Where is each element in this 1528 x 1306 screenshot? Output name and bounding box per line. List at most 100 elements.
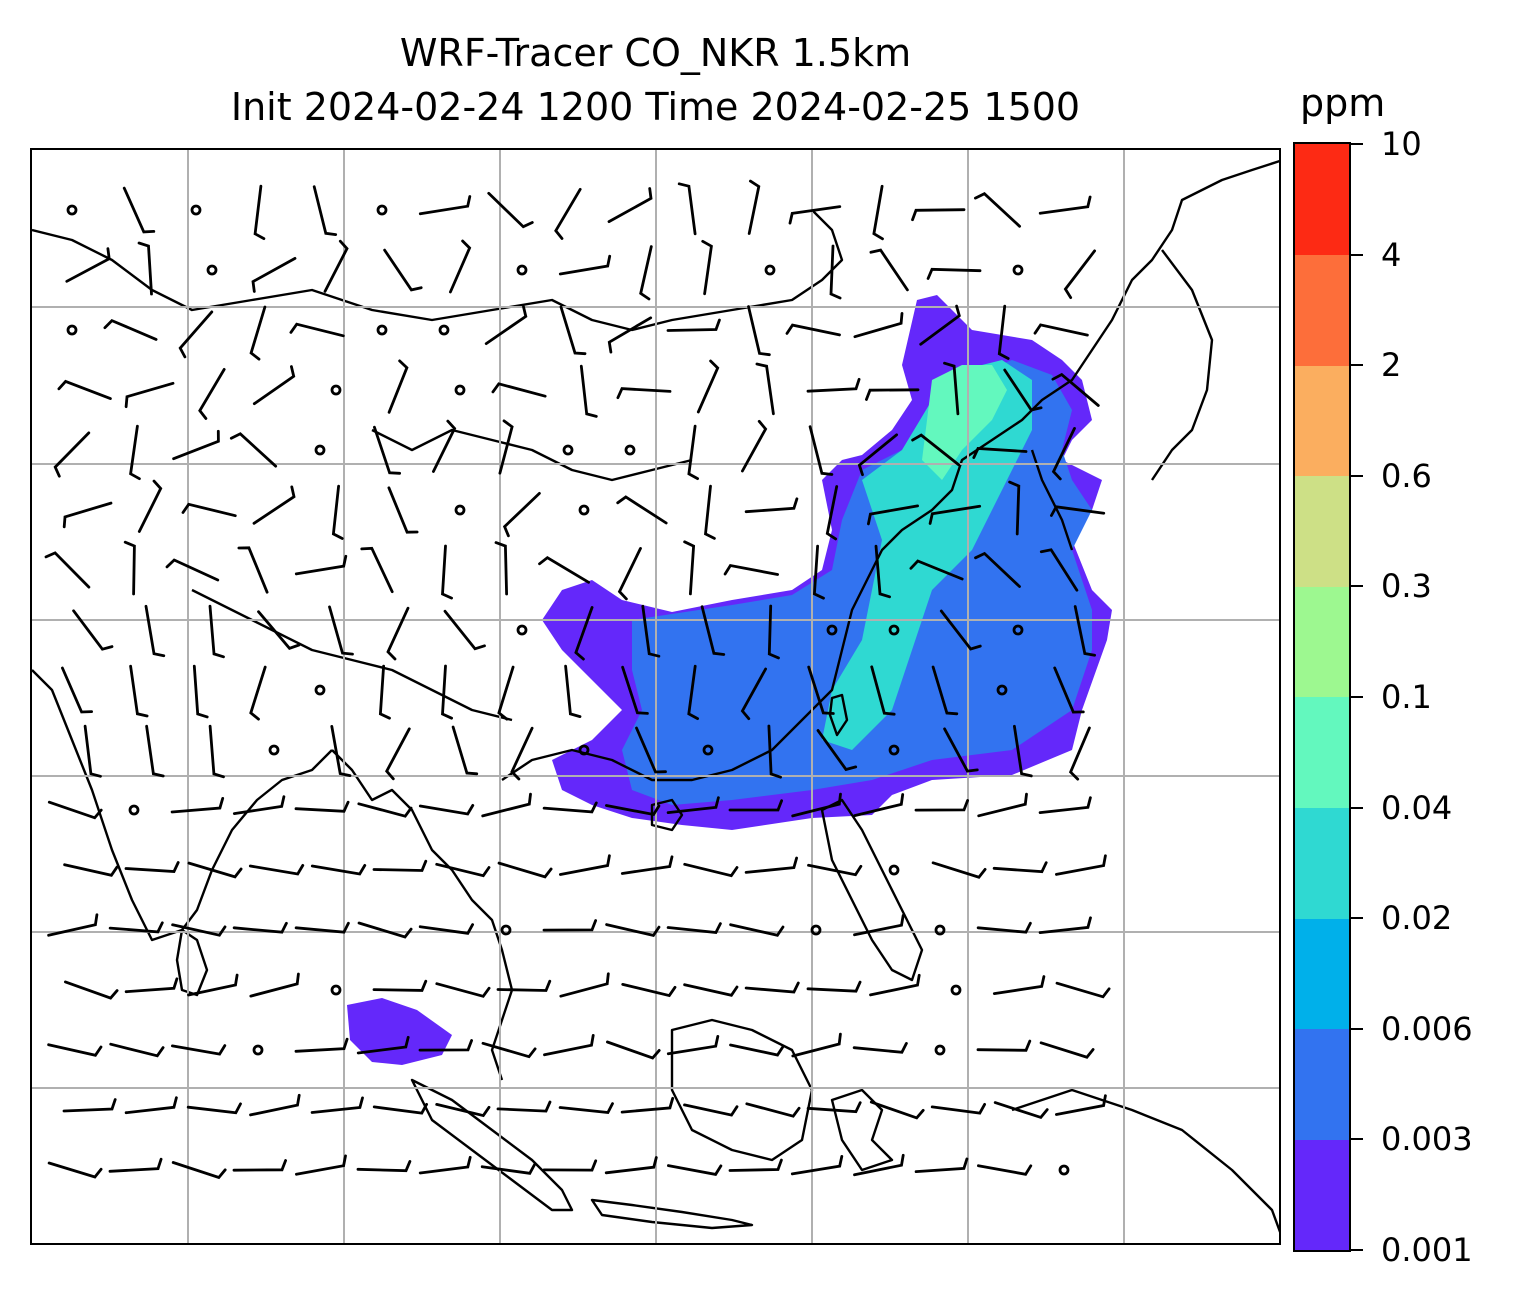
wind-barb <box>44 551 91 589</box>
wind-barb <box>289 322 345 338</box>
wind-barb <box>974 551 1021 588</box>
wind-barb <box>372 859 428 872</box>
wind-barb <box>744 856 798 874</box>
wind-barb <box>418 1039 473 1052</box>
calm-wind-marker <box>190 204 202 216</box>
wind-barb <box>356 1035 410 1055</box>
wind-barb <box>729 923 785 937</box>
wind-barb <box>187 861 243 879</box>
wind-barb <box>294 921 350 934</box>
wind-barb <box>484 305 528 345</box>
wind-barb <box>487 191 534 229</box>
wind-barb <box>47 800 103 820</box>
wind-barb <box>124 381 175 409</box>
calm-wind-marker <box>330 984 342 996</box>
calm-wind-marker <box>934 1044 946 1056</box>
coastline-india <box>32 669 333 942</box>
wind-barb <box>294 1037 349 1053</box>
map-subtitle: Init 2024-02-24 1200 Time 2024-02-25 150… <box>230 85 1081 129</box>
colorbar-segment <box>1295 254 1349 366</box>
wind-barb <box>604 1156 658 1175</box>
map-title: WRF-Tracer CO_NKR 1.5km <box>399 31 912 75</box>
wind-barb <box>295 1154 347 1176</box>
calm-wind-marker <box>810 924 822 936</box>
island-sulawesi <box>830 1088 894 1172</box>
wind-barb <box>829 244 842 300</box>
wind-barb <box>607 316 653 354</box>
wind-barb <box>108 921 164 934</box>
colorbar-segment <box>1295 807 1349 919</box>
wind-barb <box>687 664 699 720</box>
wind-barb <box>47 1043 103 1057</box>
colorbar-segment <box>1295 1139 1349 1251</box>
wind-barb <box>1039 548 1079 592</box>
wind-barb <box>635 726 667 774</box>
wind-barb <box>723 563 779 576</box>
wind-barb <box>451 725 479 776</box>
wind-barb <box>172 429 220 461</box>
wind-barb <box>248 864 305 876</box>
wind-barb <box>171 1044 227 1056</box>
wind-barb <box>943 727 979 773</box>
wind-barb <box>943 361 960 416</box>
wind-barb <box>1051 372 1100 407</box>
wind-barb <box>542 919 597 932</box>
colorbar-tick <box>1351 474 1363 477</box>
wind-barb <box>558 1102 614 1114</box>
wind-barb <box>579 364 598 418</box>
wind-barb <box>791 1032 842 1058</box>
wind-barb <box>357 921 413 939</box>
colorbar-tick-label: 0.04 <box>1381 788 1453 827</box>
wind-barb <box>992 861 1048 874</box>
calm-wind-marker <box>950 984 962 996</box>
wind-barb <box>1063 249 1096 299</box>
wind-barb <box>641 604 661 658</box>
wind-barb <box>1039 1041 1095 1059</box>
colorbar-tick-label: 0.1 <box>1381 678 1432 716</box>
calm-wind-marker <box>454 384 466 396</box>
colorbar-segment <box>1295 365 1349 477</box>
wind-barb <box>186 1102 242 1115</box>
calm-wind-marker <box>578 504 590 516</box>
wind-barb <box>208 724 225 779</box>
calm-wind-marker <box>996 684 1008 696</box>
calm-wind-marker <box>66 204 78 216</box>
colorbar-segment <box>1295 697 1349 809</box>
wind-barb <box>481 1041 537 1059</box>
wind-barb <box>976 1039 1032 1052</box>
wind-barb <box>294 554 348 576</box>
wind-barb <box>387 359 409 414</box>
wind-barb <box>767 724 782 779</box>
colorbar-tick-label: 0.001 <box>1381 1231 1473 1269</box>
wind-barb <box>387 486 419 534</box>
wind-barb <box>1003 368 1043 412</box>
wind-barb <box>373 425 401 475</box>
wind-barb <box>607 187 653 223</box>
colorbar-segment <box>1295 586 1349 698</box>
wind-barb <box>432 419 457 473</box>
wind-barb <box>357 802 413 818</box>
plume-core <box>822 360 1032 750</box>
colorbar-tick-label: 10 <box>1381 125 1422 163</box>
wind-barb <box>1033 323 1089 337</box>
wind-barb <box>171 923 227 937</box>
wind-barb <box>232 1159 287 1172</box>
wind-barb <box>252 365 296 406</box>
island-new-guinea <box>1011 1088 1279 1233</box>
colorbar-tick <box>1351 917 1363 920</box>
colorbar-tick <box>1351 1138 1363 1141</box>
wind-barb <box>129 664 149 718</box>
wind-barb <box>977 1164 1033 1176</box>
wind-barb <box>386 606 410 661</box>
colorbar-tick <box>1351 143 1363 145</box>
wind-barb <box>992 975 1046 995</box>
wind-barb <box>498 419 514 475</box>
wind-barb <box>328 605 354 656</box>
wind-barb <box>914 1157 969 1173</box>
calm-wind-marker <box>314 684 326 696</box>
wind-barb <box>620 855 674 875</box>
island-sri-lanka <box>175 928 209 997</box>
wind-barb <box>666 796 720 814</box>
wind-barb <box>418 195 472 216</box>
wind-barb <box>911 208 966 222</box>
